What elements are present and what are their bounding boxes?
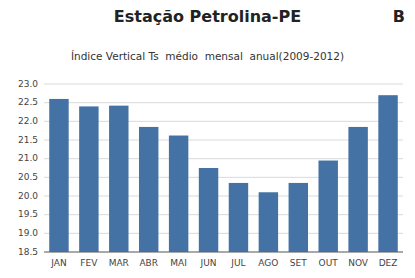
x-tick-label: MAR [109,258,129,268]
y-tick-label: 19.0 [18,228,38,238]
x-axis-line [44,252,403,253]
bar [289,183,308,252]
x-tick-label: JAN [50,258,66,268]
x-tick-label: NOV [348,258,369,268]
grid-line [44,84,403,85]
x-tick-label: SET [290,258,307,268]
bar [169,136,188,252]
y-tick-label: 22.5 [18,97,38,107]
y-tick-label: 21.5 [18,135,38,145]
x-tick-label: OUT [319,258,339,268]
y-tick-label: 21.0 [18,153,38,163]
x-tick-label: JUN [200,258,217,268]
bar [79,106,98,252]
y-tick-label: 19.5 [18,209,38,219]
bar [259,192,278,252]
bar [229,183,248,252]
y-tick-label: 23.0 [18,79,38,89]
grid [44,84,403,252]
title: Estação Petrolina-PE [114,7,301,26]
bar [378,95,397,252]
y-tick-label: 22.0 [18,116,38,126]
bar [318,161,337,252]
subtitle: Índice Vertical Ts médio mensal anual(20… [71,50,344,62]
grid-line [44,102,403,103]
chart: Estação Petrolina-PE Índice Vertical Ts m… [0,0,415,278]
y-tick-label: 20.5 [18,172,38,182]
x-tick-label: DEZ [379,258,398,268]
bar [348,127,367,252]
bar [49,99,68,252]
y-tick-label: 20.0 [18,191,38,201]
x-tick-label: JUL [230,258,245,268]
x-tick-label: ABR [139,258,158,268]
bar [139,127,158,252]
panel-label: B [393,7,405,26]
bar [199,168,218,252]
x-tick-label: MAI [170,258,187,268]
background [0,0,415,278]
bars [49,95,398,252]
x-tick-label: FEV [80,258,98,268]
grid-line [44,252,403,253]
bar [109,106,128,252]
chart-container: Estação Petrolina-PE Índice Vertical Ts m… [0,0,415,278]
x-tick-label: AGO [258,258,278,268]
y-tick-label: 18.5 [18,247,38,257]
